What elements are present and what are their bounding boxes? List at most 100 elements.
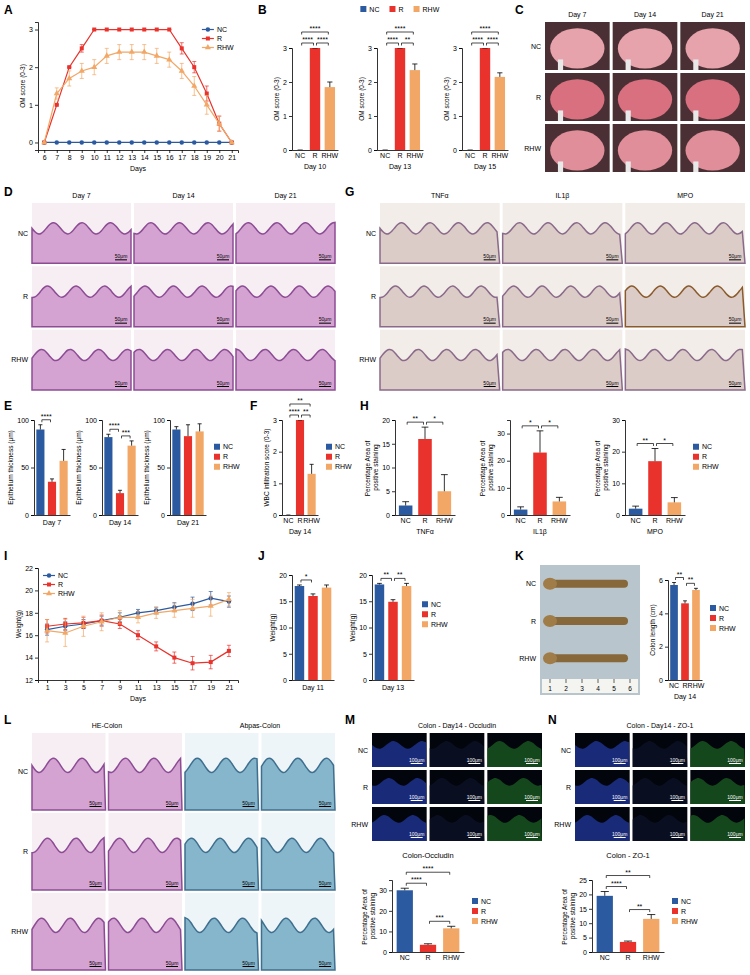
- tile-background: [633, 733, 688, 767]
- y-tick-mark: [31, 468, 34, 469]
- image-tile: [545, 124, 610, 172]
- image-tile: 50μm: [236, 266, 335, 326]
- tile-tissue: [236, 222, 335, 263]
- scale-bar-label: 100μm: [524, 794, 539, 800]
- tile-background: [32, 330, 131, 390]
- row-label: RHW: [359, 356, 376, 363]
- tile-background: [680, 124, 745, 172]
- bar: [380, 150, 390, 151]
- x-tick: 14: [141, 150, 149, 161]
- y-tick-label: 10: [379, 928, 387, 935]
- scale-bar-label: 50μm: [166, 880, 179, 886]
- significance-label: ****: [411, 876, 422, 883]
- x-tick-label: 17: [178, 154, 186, 161]
- scale-bar: [243, 806, 255, 807]
- bar-chart: 050100Epithelium thickness (μm)Day 21NCR…: [143, 417, 240, 527]
- y-axis-line: [665, 581, 669, 681]
- x-axis-line: [283, 515, 319, 516]
- marker: [191, 82, 197, 87]
- panel-letter: N: [548, 713, 557, 727]
- y-tick-mark: [507, 434, 510, 435]
- y-tick-mark: [374, 82, 377, 83]
- tile-tissue: [575, 778, 630, 804]
- marks: [670, 583, 700, 681]
- y-tick: 0: [29, 139, 38, 146]
- scale-bar: [606, 386, 618, 387]
- bar-chart: 050100Epithelium thickness (μm)*******Da…: [75, 417, 138, 527]
- x-tick-mark: [156, 680, 157, 683]
- significance-bracket: [122, 436, 131, 439]
- scale-bar: [729, 837, 741, 838]
- scale-bar-label: 50μm: [319, 253, 332, 259]
- x-tick-label: RHW: [436, 517, 453, 524]
- y-axis-line: [35, 23, 39, 151]
- bar: [514, 510, 528, 515]
- significance-bracket: [302, 32, 329, 35]
- significance-bracket: [427, 422, 443, 425]
- x-tick: 7: [100, 680, 104, 691]
- bar: [48, 482, 56, 515]
- y-tick: 100: [153, 417, 170, 424]
- marker: [208, 603, 214, 608]
- tile-tissue: [487, 815, 542, 841]
- x-tick: 15: [171, 680, 179, 691]
- scale-bar-label: 50μm: [606, 316, 619, 322]
- y-tick-label: 3: [453, 45, 457, 52]
- legend-entry: RHW: [472, 918, 498, 925]
- y-axis: 0102030: [379, 881, 392, 956]
- significance: ********: [289, 397, 310, 418]
- x-axis-title: Day 15: [474, 163, 496, 171]
- y-tick-label: 6: [659, 577, 663, 584]
- bar: [284, 515, 292, 516]
- scale-bar: [90, 966, 102, 967]
- tile-clamp: [558, 161, 563, 172]
- legend-label: NC: [681, 898, 691, 905]
- legend-swatch: [672, 898, 678, 904]
- scale-bar-label: 50μm: [319, 380, 332, 386]
- x-tick: NC: [516, 515, 526, 524]
- y-axis-line: [279, 421, 283, 516]
- tile-background: [380, 203, 500, 263]
- significance-label: *: [663, 437, 666, 444]
- legend: NCRRHW: [710, 605, 736, 632]
- x-tick: RHW: [666, 515, 683, 524]
- y-tick: 0: [363, 677, 372, 684]
- error-bar: [209, 655, 213, 668]
- ruler-label: 1: [548, 685, 552, 692]
- row-label: R: [566, 784, 571, 791]
- legend-label: R: [217, 35, 222, 42]
- ruler-tick: [582, 679, 583, 683]
- error-bar: [298, 150, 303, 151]
- y-axis-title: Percentage Area of positive staining: [364, 439, 380, 496]
- caecum: [543, 652, 557, 664]
- chart-title: Colon - ZO-1: [606, 851, 649, 860]
- chart-title: Colon-Occludin: [402, 851, 453, 860]
- y-tick-mark: [167, 468, 170, 469]
- y-tick: 20: [497, 457, 510, 464]
- tile-clamp: [558, 59, 563, 70]
- significance-bracket: [387, 43, 399, 46]
- y-tick-mark: [35, 105, 38, 106]
- scale-bar: [90, 886, 102, 887]
- scale-bar-label: 50μm: [242, 880, 255, 886]
- significance: ****: [676, 571, 695, 586]
- legend-entry: NC: [672, 898, 691, 905]
- x-axis: NCRRHW: [293, 150, 339, 159]
- x-tick-mark: [83, 680, 84, 683]
- legend-entry: NC: [43, 572, 68, 579]
- y-axis: 0510152025: [579, 877, 592, 956]
- scale-bar-label: 100μm: [670, 757, 685, 763]
- significance-label: ****: [41, 413, 52, 420]
- error-bar: [383, 150, 388, 151]
- bar-chart: 0123OM score (0-3)NCRRHW************Day …: [443, 25, 509, 171]
- y-tick: 3: [453, 45, 462, 52]
- x-tick: NC: [600, 952, 610, 961]
- y-tick-label: 4: [659, 610, 663, 617]
- row-label: RHW: [524, 145, 541, 152]
- y-axis-line: [507, 421, 511, 516]
- scale-bar: [217, 323, 229, 324]
- scale-bar-label: 50μm: [319, 800, 332, 806]
- y-tick-label: 10: [279, 624, 287, 631]
- x-axis-line: [378, 150, 424, 151]
- y-axis-title-line: Percentage Area of: [594, 439, 602, 496]
